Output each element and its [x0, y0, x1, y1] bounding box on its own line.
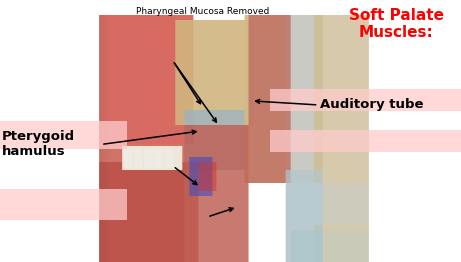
Text: Soft Palate
Muscles:: Soft Palate Muscles:	[349, 8, 444, 40]
Bar	[0, 189, 127, 220]
Text: Auditory tube: Auditory tube	[320, 98, 424, 111]
Text: Pharyngeal Mucosa Removed: Pharyngeal Mucosa Removed	[136, 7, 270, 15]
Bar	[270, 89, 461, 111]
Bar	[0, 121, 127, 149]
Bar	[270, 130, 461, 152]
Text: Pterygoid
hamulus: Pterygoid hamulus	[1, 130, 75, 158]
